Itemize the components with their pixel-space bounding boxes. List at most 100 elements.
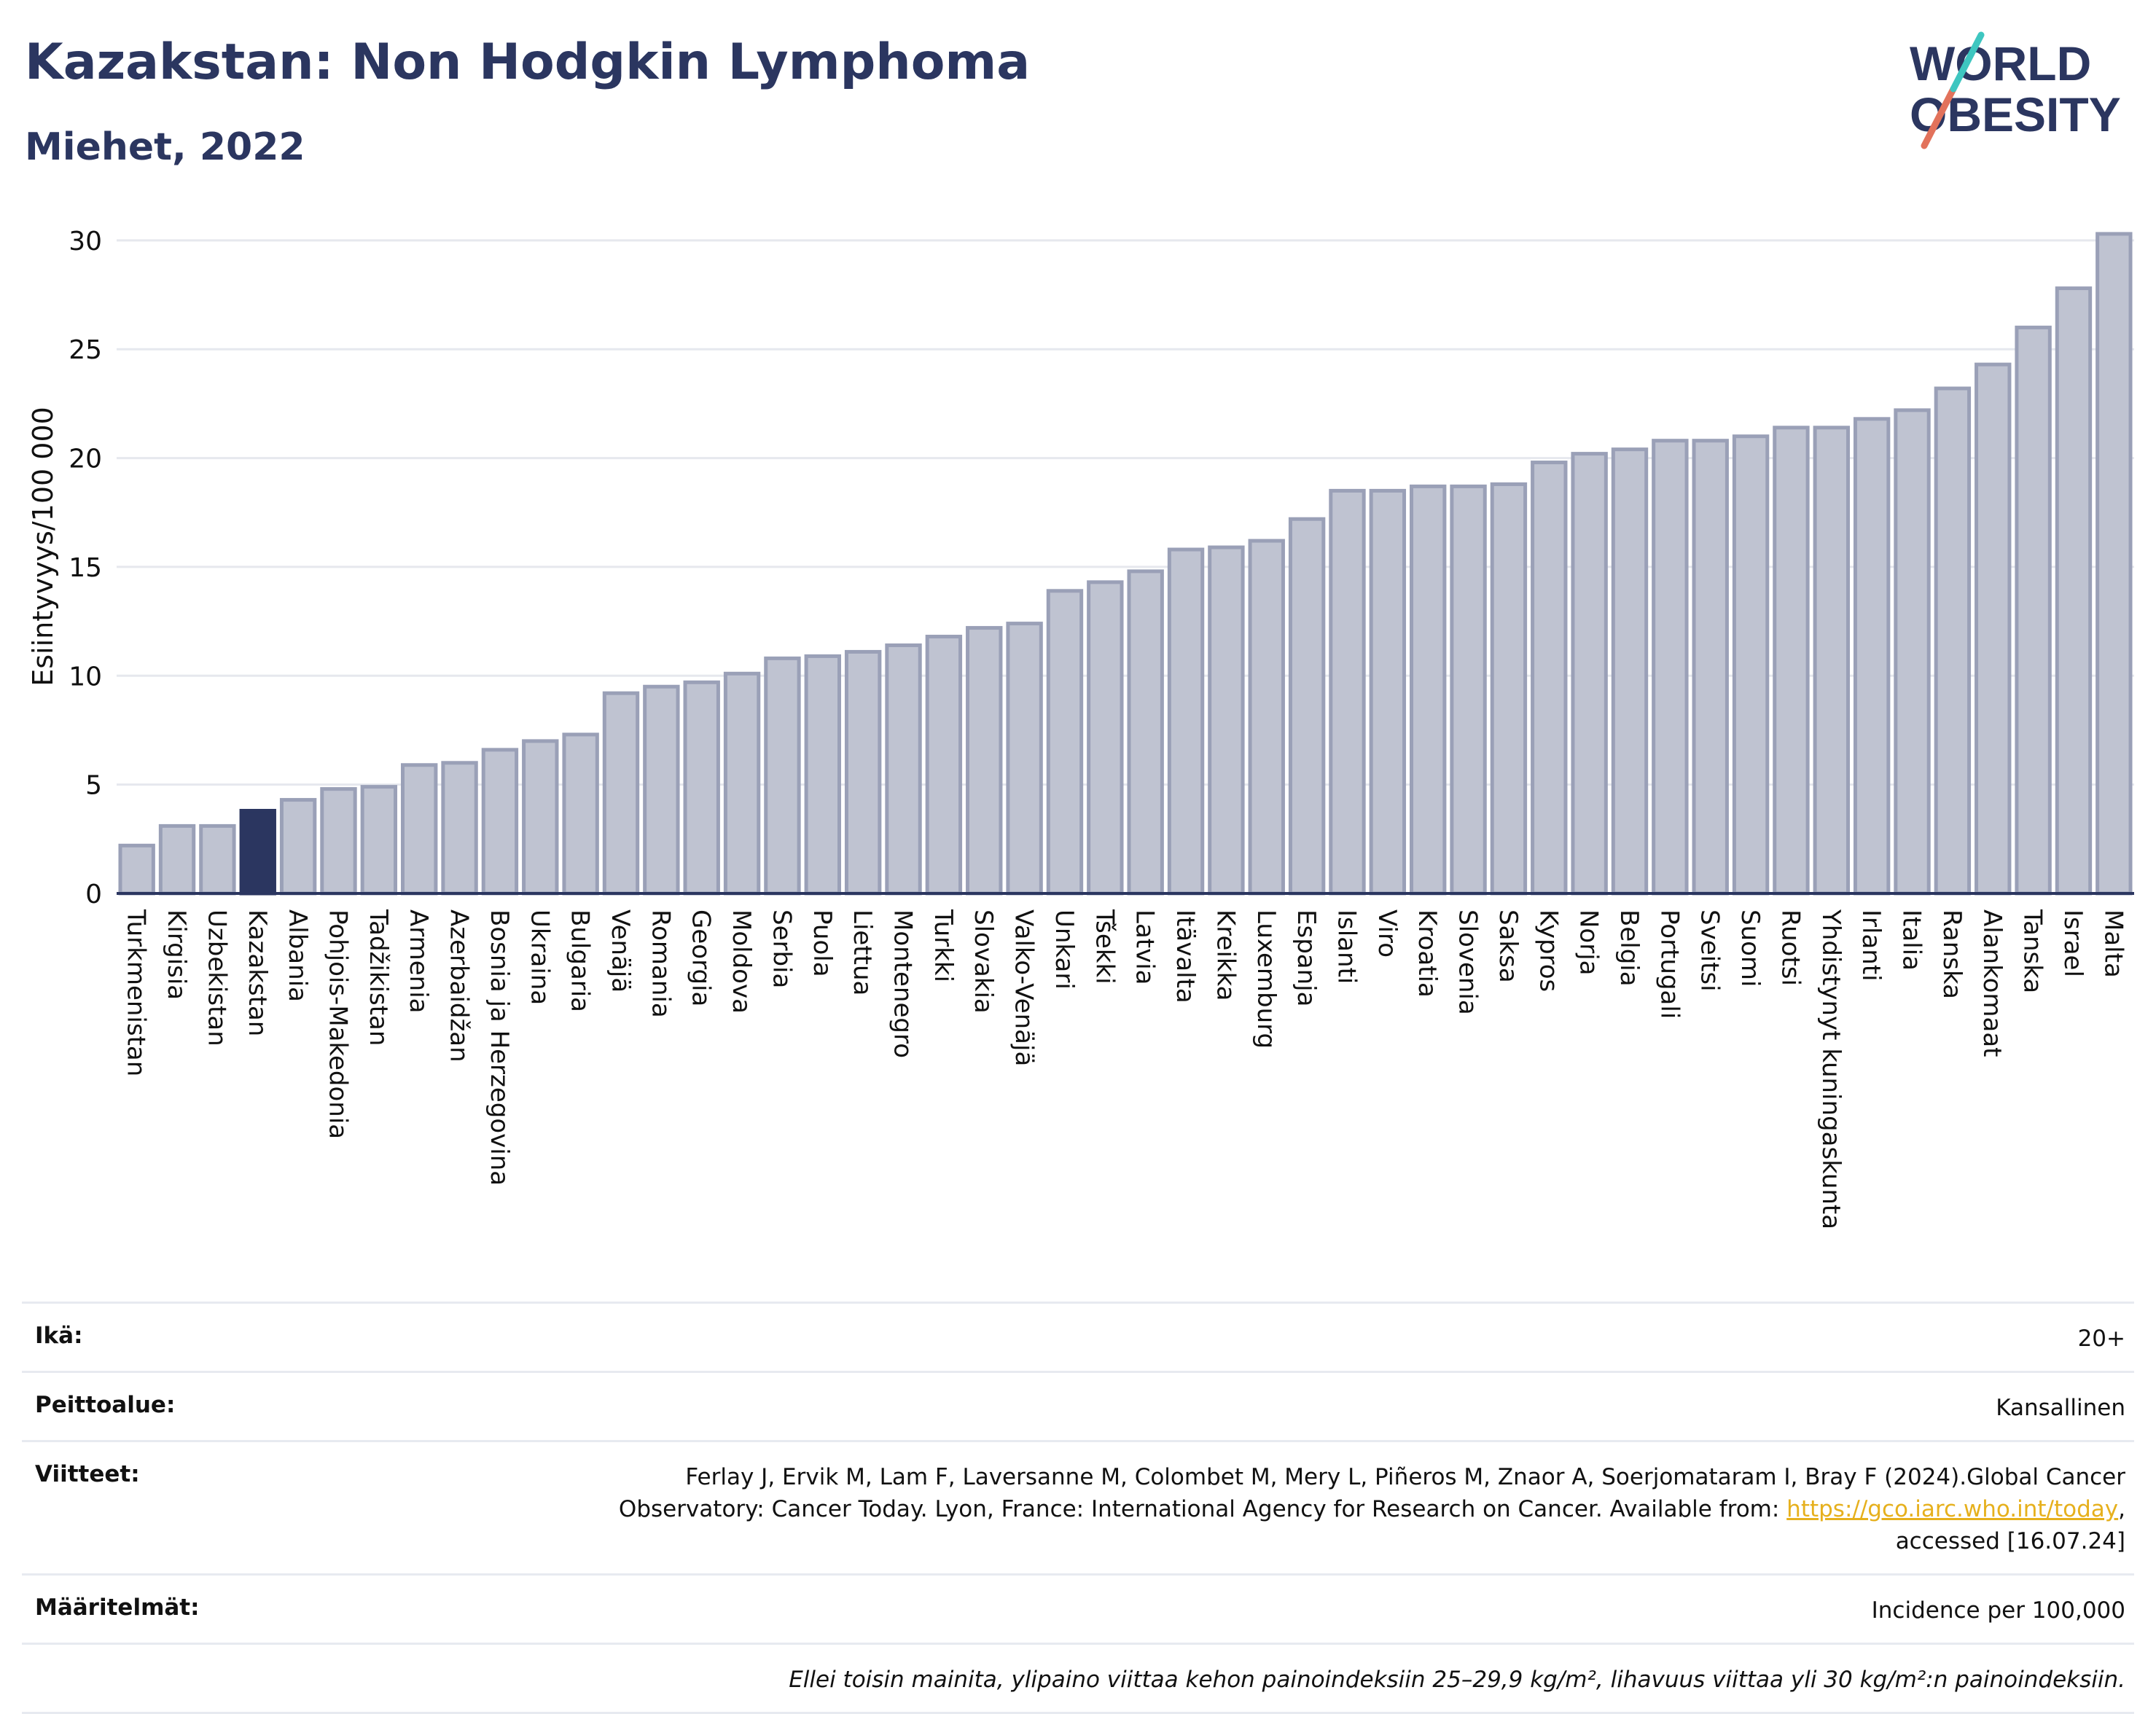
x-tick-label: Saksa (1493, 909, 1523, 983)
x-tick-label: Georgia (687, 909, 716, 1006)
references-line-2-end: , (2118, 1496, 2125, 1522)
x-tick-label: Kypros (1534, 909, 1563, 992)
x-tick-label: Islanti (1332, 909, 1361, 984)
x-tick-label: Liettua (848, 909, 877, 995)
x-tick-label: Ruotsi (1776, 909, 1805, 986)
y-tick-label: 20 (69, 445, 102, 474)
bar-itävalta (1167, 547, 1205, 896)
x-tick-label: Armenia (404, 909, 433, 1014)
label-layer: 0 5 10 15 20 25 30 Turkmenistan Kirgisia Uzbekist… (69, 227, 2128, 1229)
logo-slash-red (1921, 85, 1957, 149)
footnote: Ellei toisin mainita, ylipaino viittaa k… (789, 1667, 2125, 1693)
bar-yhdistynyt-kuningaskunta (1813, 426, 1850, 896)
x-tick-label: Malta (2098, 909, 2128, 978)
y-tick-label: 30 (69, 227, 102, 257)
references-link[interactable]: https://gco.iarc.who.int/today (1786, 1496, 2119, 1522)
meta-row-definitions: Määritelmät: Incidence per 100,000 (22, 1573, 2134, 1643)
bar-portugali (1652, 439, 1689, 896)
definitions-value: Incidence per 100,000 (1871, 1597, 2125, 1624)
coverage-value: Kansallinen (1996, 1395, 2125, 1421)
bar-luxemburg (1248, 539, 1285, 896)
meta-row-age: Ikä: 20+ (22, 1302, 2134, 1371)
bar-irlanti (1853, 417, 1891, 896)
x-tick-label: Kazakstan (243, 909, 272, 1036)
references-label: Viitteet: (35, 1461, 140, 1487)
coverage-label: Peittoalue: (35, 1392, 176, 1418)
bar-chart: 0 5 10 15 20 25 30 Turkmenistan Kirgisia Uzbekist… (27, 227, 2134, 1229)
y-axis-label: Esiintyvyys/100 000 (27, 407, 59, 686)
bar-montenegro (885, 643, 922, 896)
bar-georgia (683, 680, 720, 896)
bar-venäjä (602, 691, 640, 896)
bar-liettua (844, 649, 882, 896)
bar-puola (804, 654, 841, 896)
x-tick-label: Turkki (929, 909, 958, 982)
bar-ruotsi (1773, 426, 1810, 896)
x-tick-label: Italia (1897, 909, 1926, 971)
x-tick-label: Unkari (1050, 909, 1079, 990)
x-tick-label: Azerbaidžan (445, 909, 474, 1063)
x-tick-label: Albania (283, 909, 312, 1002)
bar-bosnia-ja-herzegovina (481, 748, 519, 896)
x-tick-label: Ranska (1937, 909, 1966, 999)
x-tick-label: Itävalta (1171, 909, 1200, 1003)
definitions-label: Määritelmät: (35, 1594, 200, 1621)
bar-suomi (1732, 434, 1770, 896)
x-tick-label: Sveitsi (1695, 909, 1725, 992)
references-line-1: Ferlay J, Ervik M, Lam F, Laversanne M, … (685, 1464, 2125, 1490)
bar-kreikka (1208, 545, 1245, 896)
bar-romania (643, 684, 680, 896)
bar-sveitsi (1692, 439, 1729, 896)
x-tick-label: Venäjä (606, 909, 635, 993)
bar-tanska (2015, 325, 2052, 896)
bar-bulgaria (562, 732, 599, 896)
x-tick-label: Luxemburg (1251, 909, 1281, 1049)
bar-unkari (1046, 589, 1084, 896)
references-value: Ferlay J, Ervik M, Lam F, Laversanne M, … (619, 1461, 2125, 1557)
bar-viro (1369, 488, 1407, 896)
bar-layer (118, 232, 2133, 896)
x-tick-label: Irlanti (1856, 909, 1886, 982)
x-tick-label: Portugali (1655, 909, 1684, 1019)
y-tick-label: 15 (69, 553, 102, 583)
bar-espanja (1288, 517, 1326, 896)
bar-norja (1571, 452, 1608, 896)
x-tick-label: Bosnia ja Herzegovina (485, 909, 514, 1186)
bar-alankomaat (1975, 362, 2012, 896)
x-tick-label: Tšekki (1090, 909, 1119, 985)
x-tick-label: Slovakia (969, 909, 998, 1014)
bar-valko-venäjä (1006, 622, 1043, 896)
bar-belgia (1611, 447, 1649, 896)
bar-saksa (1490, 482, 1528, 896)
bar-albania (279, 798, 317, 896)
references-line-3: accessed [16.07.24] (1895, 1528, 2125, 1554)
world-obesity-logo: WORLD OBESITY (1910, 31, 2121, 149)
x-tick-label: Alankomaat (1977, 909, 2007, 1057)
bar-latvia (1127, 569, 1164, 896)
bar-azerbaidžan (441, 761, 478, 896)
age-label: Ikä: (35, 1323, 83, 1349)
x-tick-label: Bulgaria (566, 909, 595, 1012)
logo-slash-teal (1950, 31, 1985, 93)
bar-tšekki (1087, 580, 1124, 896)
bar-tadžikistan (360, 785, 398, 896)
x-tick-label: Valko-Venäjä (1009, 909, 1039, 1066)
bar-islanti (1329, 488, 1366, 896)
bar-ukraina (522, 739, 559, 896)
chart-subtitle: Miehet, 2022 (25, 125, 305, 169)
bar-turkki (925, 635, 963, 896)
x-tick-label: Puola (808, 909, 837, 977)
meta-row-references: Viitteet: Ferlay J, Ervik M, Lam F, Lave… (22, 1440, 2134, 1573)
bar-kirgisia (158, 823, 196, 896)
x-tick-label: Latvia (1130, 909, 1160, 985)
x-tick-label: Kirgisia (162, 909, 191, 1000)
references-line-2-text: Observatory: Cancer Today. Lyon, France:… (618, 1496, 1787, 1522)
y-tick-label: 5 (85, 771, 102, 801)
bar-ranska (1934, 386, 1972, 896)
x-tick-label: Espanja (1292, 909, 1321, 1006)
bar-kypros (1531, 461, 1568, 896)
x-tick-label: Ukraina (525, 909, 554, 1005)
x-tick-label: Norja (1574, 909, 1604, 976)
age-value: 20+ (2077, 1326, 2125, 1352)
meta-row-coverage: Peittoalue: Kansallinen (22, 1371, 2134, 1440)
